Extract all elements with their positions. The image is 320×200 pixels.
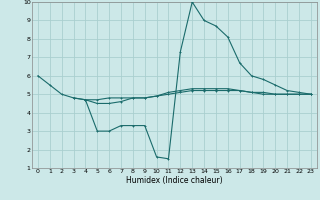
X-axis label: Humidex (Indice chaleur): Humidex (Indice chaleur) bbox=[126, 176, 223, 185]
